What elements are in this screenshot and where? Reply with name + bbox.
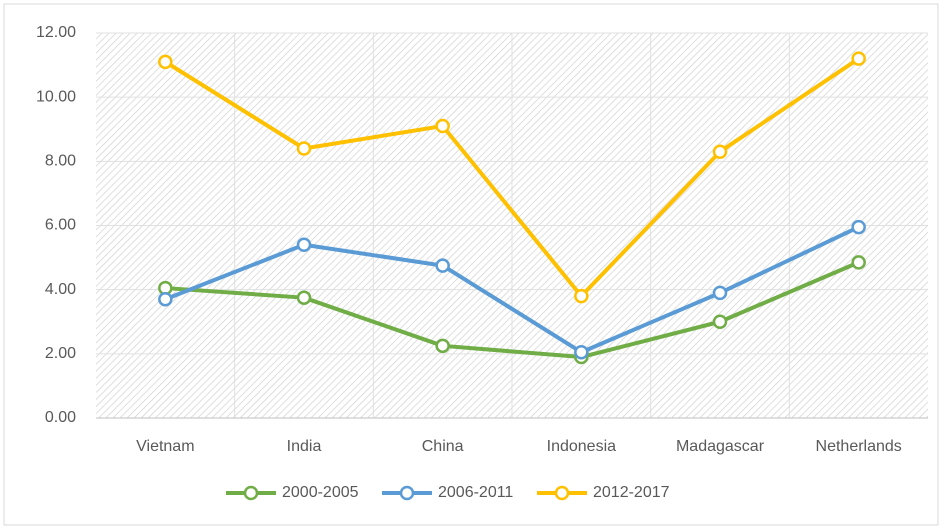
y-tick-label: 10.00 (36, 88, 76, 105)
point-marker (296, 141, 312, 156)
legend-label: 2012-2017 (593, 484, 670, 501)
y-tick-label: 12.00 (36, 24, 76, 41)
point-marker (851, 51, 866, 66)
y-tick-label: 2.00 (45, 345, 76, 362)
point-marker (851, 255, 866, 270)
point-marker (435, 338, 450, 354)
point-marker (574, 288, 589, 304)
point-marker (712, 285, 728, 301)
point-marker (158, 54, 173, 70)
point-marker (296, 237, 312, 252)
y-tick-label: 8.00 (45, 153, 76, 170)
x-tick-label: China (422, 438, 464, 455)
y-tick-label: 6.00 (45, 217, 76, 234)
x-tick-label: Vietnam (136, 438, 194, 455)
series-line (165, 260, 860, 360)
point-marker (296, 290, 312, 305)
point-marker (158, 292, 173, 307)
point-marker (574, 344, 589, 360)
point-marker (712, 144, 728, 159)
series-line (164, 225, 860, 355)
x-tick-label: India (287, 438, 322, 455)
legend-label: 2006-2011 (438, 484, 513, 501)
point-marker (435, 258, 450, 273)
x-tick-label: Netherlands (816, 438, 902, 455)
point-marker (712, 314, 728, 329)
series-line (164, 57, 860, 299)
x-tick-label: Indonesia (547, 438, 616, 455)
legend-marker (399, 485, 415, 501)
legend-marker (243, 485, 259, 501)
x-tick-label: Madagascar (676, 438, 765, 455)
point-marker (851, 219, 866, 235)
legend-label: 2000-2005 (282, 484, 359, 501)
y-tick-label: 0.00 (45, 409, 76, 426)
point-marker (435, 118, 450, 134)
legend-marker (554, 485, 570, 501)
y-tick-label: 4.00 (45, 281, 76, 298)
